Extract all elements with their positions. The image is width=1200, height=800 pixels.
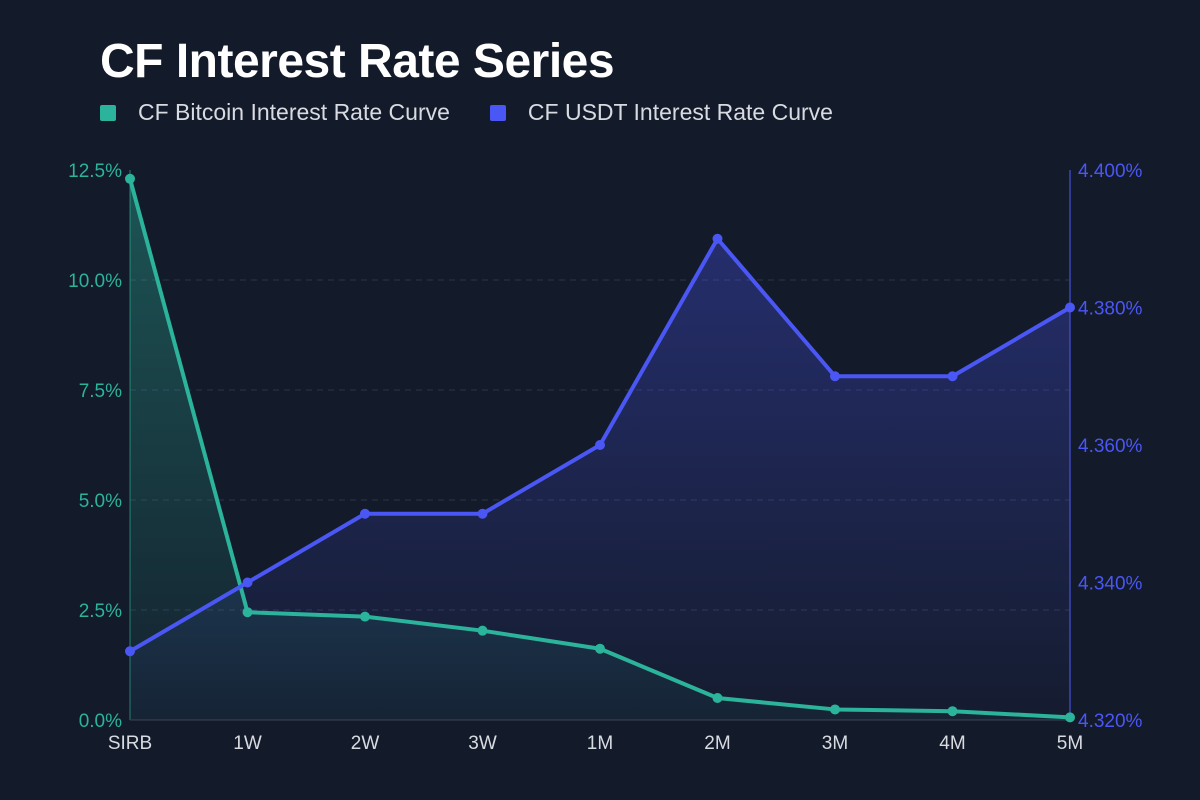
legend-label-usdt: CF USDT Interest Rate Curve	[527, 99, 833, 125]
usdt-point-2m	[712, 233, 723, 244]
bitcoin-point-5m	[1065, 712, 1075, 723]
x-tick-label: 1W	[233, 733, 262, 754]
usdt-point-1m	[595, 440, 605, 450]
x-tick-label: 5M	[1057, 733, 1083, 754]
y-left-tick-label: 12.5%	[68, 161, 122, 182]
y-left-tick-label: 10.0%	[68, 271, 122, 292]
y-right-tick-label: 4.360%	[1078, 436, 1143, 457]
x-tick-label: 2W	[351, 733, 380, 754]
y-left-tick-label: 2.5%	[79, 601, 122, 622]
legend-swatch-usdt	[489, 104, 506, 121]
bitcoin-point-3w	[477, 625, 488, 636]
bitcoin-point-sirb	[125, 173, 135, 184]
x-tick-label: 4M	[939, 733, 965, 754]
usdt-point-3w	[477, 508, 488, 519]
usdt-point-5m	[1065, 302, 1075, 313]
legend-label-bitcoin: CF Bitcoin Interest Rate Curve	[138, 99, 450, 125]
y-right-tick-label: 4.340%	[1078, 574, 1143, 595]
legend-item-usdt[interactable]: CF USDT Interest Rate Curve	[489, 99, 833, 126]
x-tick-label: 1M	[587, 733, 613, 754]
bitcoin-point-1w	[242, 607, 253, 618]
usdt-point-sirb	[125, 646, 135, 657]
x-tick-label: 3W	[468, 733, 497, 754]
legend-item-bitcoin[interactable]: CF Bitcoin Interest Rate Curve	[100, 99, 450, 126]
usdt-point-2w	[360, 508, 370, 519]
bitcoin-area	[130, 178, 1070, 721]
legend-swatch-bitcoin	[100, 104, 116, 121]
bitcoin-point-2w	[360, 611, 370, 622]
usdt-point-3m	[830, 371, 840, 382]
legend: CF Bitcoin Interest Rate Curve CF USDT I…	[100, 99, 833, 126]
bitcoin-point-4m	[947, 706, 958, 717]
usdt-point-1w	[242, 577, 253, 588]
y-right-tick-label: 4.320%	[1078, 711, 1143, 732]
y-left-tick-label: 0.0%	[79, 711, 122, 732]
x-tick-label: 3M	[822, 733, 848, 754]
bitcoin-point-2m	[712, 693, 723, 703]
y-left-tick-label: 5.0%	[79, 491, 122, 512]
bitcoin-point-1m	[595, 643, 605, 654]
y-right-tick-label: 4.400%	[1078, 161, 1143, 182]
y-right-tick-label: 4.380%	[1078, 299, 1143, 320]
y-left-tick-label: 7.5%	[79, 381, 122, 402]
chart-title: CF Interest Rate Series	[100, 35, 615, 88]
usdt-point-4m	[947, 371, 958, 382]
x-tick-label: SIRB	[108, 733, 152, 754]
x-tick-label: 2M	[704, 733, 730, 754]
bitcoin-point-3m	[830, 704, 840, 715]
usdt-area	[130, 238, 1070, 720]
